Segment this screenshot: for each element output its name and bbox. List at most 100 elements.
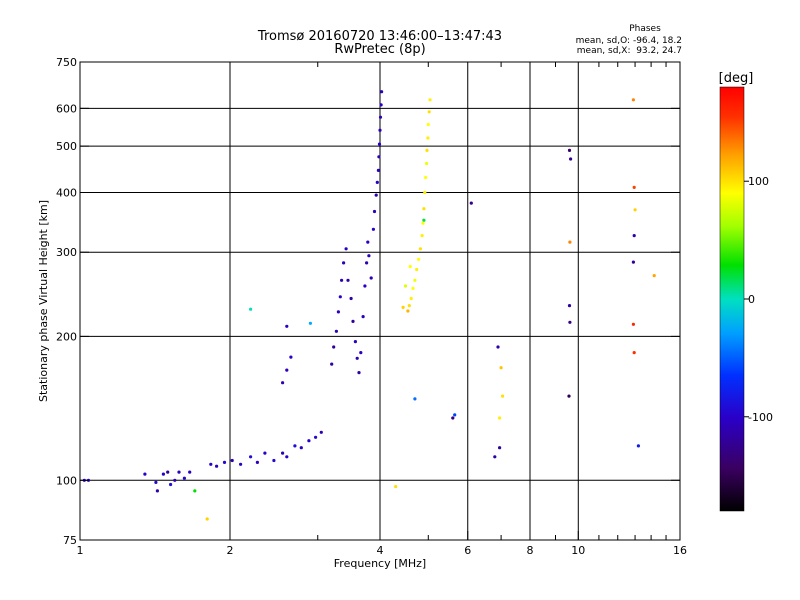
- data-point: [632, 351, 636, 355]
- data-points: [82, 90, 656, 521]
- x-mode-traces: [205, 98, 656, 521]
- y-tick-label: 300: [56, 246, 77, 259]
- data-point: [379, 103, 383, 107]
- data-point: [469, 201, 473, 205]
- data-point: [249, 455, 253, 459]
- data-point: [361, 315, 365, 319]
- data-point: [365, 261, 369, 265]
- data-point: [359, 351, 363, 355]
- data-point: [330, 362, 334, 366]
- data-point: [161, 472, 165, 476]
- data-point: [498, 416, 502, 420]
- x-tick-label: 6: [464, 544, 471, 557]
- data-point: [338, 295, 342, 299]
- data-point: [314, 435, 318, 439]
- o-mode-traces: [82, 90, 641, 493]
- colorbar-tick-label: -100: [748, 411, 773, 424]
- data-point: [255, 460, 259, 464]
- data-point: [332, 345, 336, 349]
- data-point: [423, 190, 427, 195]
- data-point: [366, 240, 370, 244]
- data-point: [375, 180, 379, 184]
- data-point: [499, 366, 503, 370]
- y-axis-label: Stationary phase Virtual Height [km]: [37, 200, 50, 402]
- data-point: [652, 274, 656, 278]
- phases-x-stats: mean, sd,X: 93.2, 24.7: [577, 46, 682, 56]
- data-point: [177, 470, 181, 474]
- data-point: [422, 207, 426, 211]
- colorbar-tick-label: 100: [748, 175, 769, 188]
- data-point: [425, 161, 429, 166]
- x-tick-label: 10: [571, 544, 585, 557]
- data-point: [427, 110, 431, 114]
- data-point: [401, 305, 405, 309]
- data-point: [353, 340, 357, 344]
- data-point: [425, 148, 429, 152]
- data-point: [413, 397, 417, 401]
- chart-subtitle: RwPretec (8p): [334, 42, 425, 57]
- data-point: [406, 309, 410, 313]
- data-point: [355, 356, 359, 360]
- data-point: [340, 278, 344, 282]
- data-point: [426, 122, 430, 127]
- data-point: [567, 304, 572, 308]
- y-tick-label: 100: [56, 474, 77, 487]
- data-point: [377, 155, 381, 159]
- data-point: [409, 296, 413, 301]
- data-point: [230, 458, 234, 463]
- data-point: [215, 464, 219, 468]
- data-point: [285, 324, 289, 328]
- data-point: [249, 307, 253, 311]
- data-point: [357, 371, 361, 375]
- data-point: [493, 455, 497, 459]
- chart-title: Tromsø 20160720 13:46:00–13:47:43: [257, 29, 502, 44]
- y-tick-label: 75: [63, 534, 77, 547]
- data-point: [169, 482, 173, 487]
- data-point: [631, 98, 636, 102]
- gridlines: [80, 62, 680, 540]
- x-tick-label: 4: [377, 544, 384, 557]
- data-point: [421, 221, 425, 225]
- data-point: [182, 476, 186, 480]
- data-point: [422, 218, 426, 222]
- colorbar: [719, 86, 745, 512]
- data-point: [632, 185, 636, 189]
- data-point: [408, 264, 412, 269]
- y-tick-label: 600: [56, 102, 77, 115]
- data-point: [372, 209, 377, 214]
- data-point: [281, 451, 285, 455]
- data-point: [289, 355, 293, 359]
- data-point: [143, 472, 147, 476]
- data-point: [426, 136, 430, 140]
- y-tick-label: 400: [56, 186, 77, 199]
- data-point: [417, 257, 421, 261]
- data-point: [407, 304, 411, 308]
- data-point: [451, 416, 455, 420]
- data-point: [418, 247, 422, 251]
- data-point: [501, 394, 505, 398]
- data-point: [307, 439, 311, 443]
- data-point: [424, 175, 428, 180]
- data-point: [376, 168, 380, 172]
- data-point: [344, 247, 348, 251]
- data-point: [633, 208, 637, 212]
- data-point: [367, 254, 371, 258]
- colorbar-tick-label: 0: [748, 293, 755, 306]
- data-point: [336, 310, 340, 314]
- data-point: [263, 451, 267, 455]
- data-point: [239, 462, 243, 466]
- colorbar-label: [deg]: [719, 71, 754, 86]
- x-tick-label: 1: [77, 544, 84, 557]
- data-point: [631, 260, 636, 264]
- data-point: [569, 157, 573, 161]
- x-tick-label: 2: [227, 544, 234, 557]
- data-point: [453, 413, 457, 417]
- data-point: [334, 329, 338, 333]
- data-point: [349, 296, 353, 301]
- y-tick-label: 200: [56, 330, 77, 343]
- data-point: [394, 485, 398, 489]
- data-point: [420, 234, 424, 238]
- data-point: [496, 345, 500, 349]
- y-tick-label: 500: [56, 140, 77, 153]
